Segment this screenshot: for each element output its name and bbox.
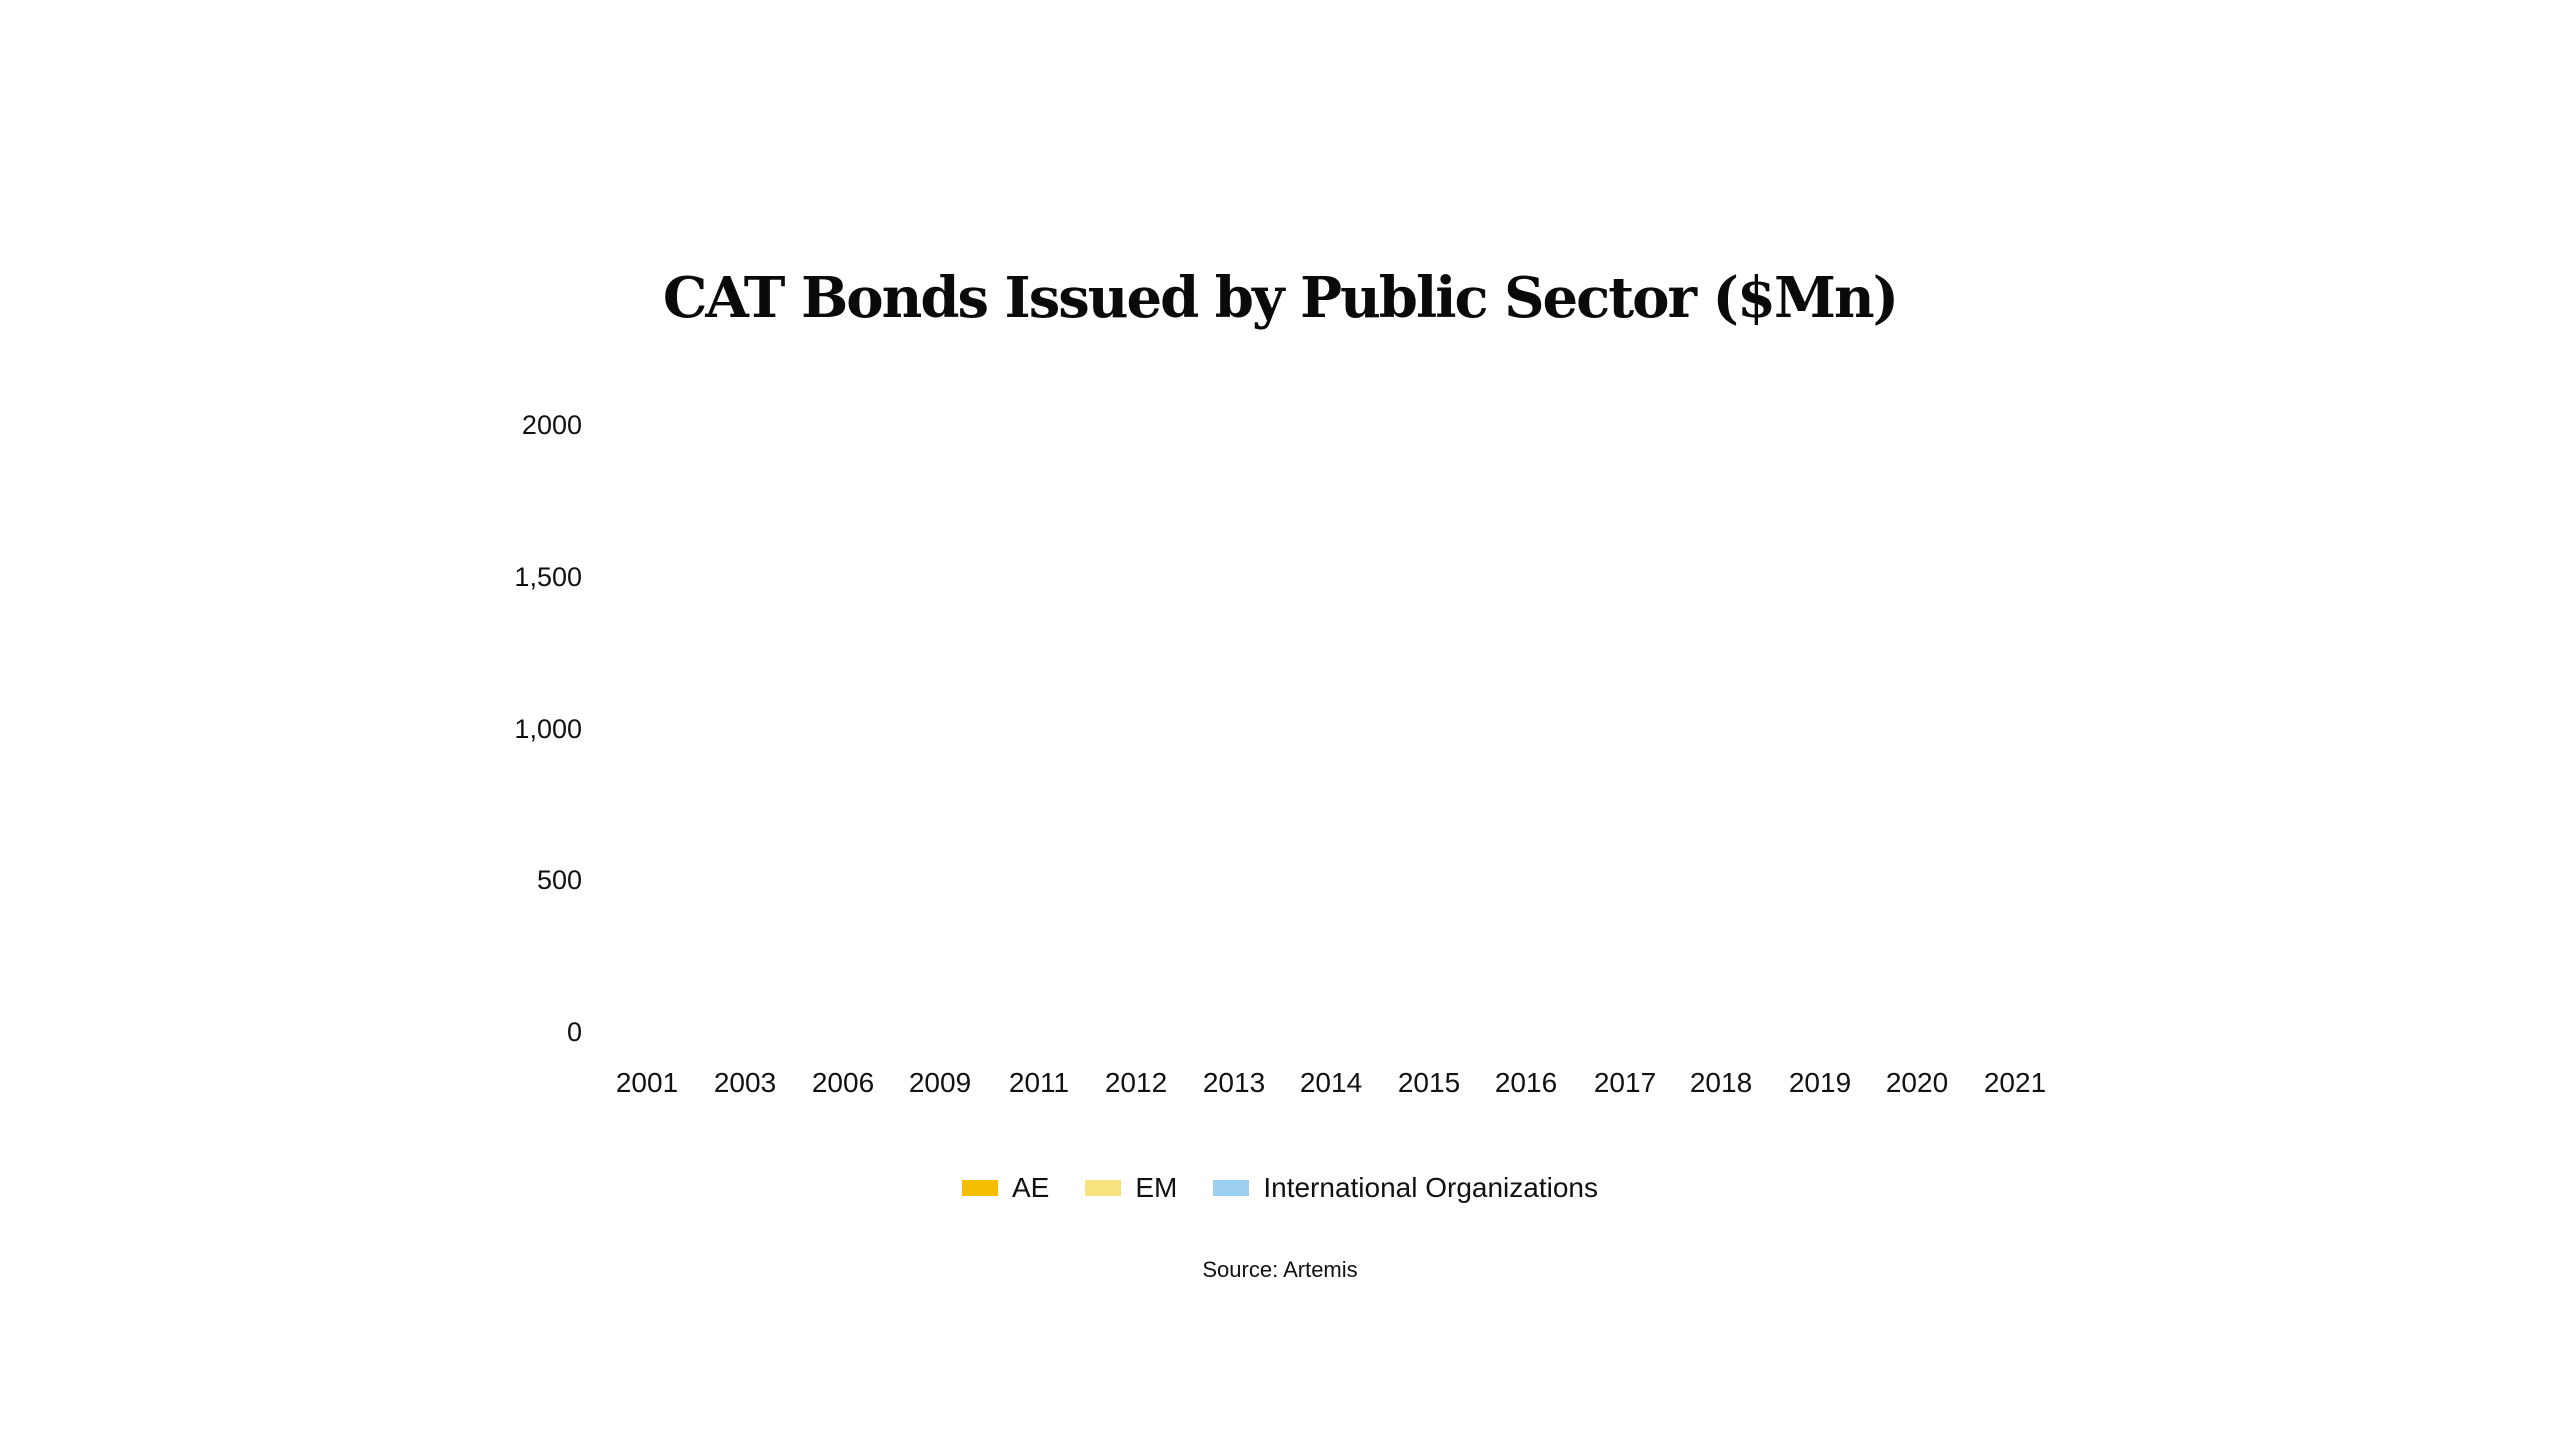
y-tick-label: 1,000 (514, 713, 582, 744)
x-tick-label: 2003 (713, 1067, 777, 1098)
x-tick-label: 2011 (1008, 1067, 1070, 1098)
x-tick-label: 2018 (1689, 1067, 1753, 1098)
y-tick-label: 500 (536, 865, 582, 896)
y-tick-label: 0 (566, 1017, 582, 1047)
legend-item[interactable]: AE (961, 1172, 1050, 1204)
x-tick-label: 2012 (1104, 1067, 1168, 1098)
legend: AE EM International Organizations (0, 1168, 2560, 1208)
legend-swatch-icon (961, 1180, 998, 1196)
legend-label: AE (1011, 1172, 1050, 1203)
chart-title: CAT Bonds Issued by Public Sector ($Mn) (662, 265, 1899, 331)
x-tick-label: 2021 (1983, 1067, 2047, 1098)
plot-area (600, 425, 2070, 1032)
legend-item[interactable]: International Organizations (1213, 1172, 1598, 1204)
x-tick-label: 2017 (1593, 1067, 1657, 1098)
x-tick-label: 2015 (1397, 1067, 1461, 1098)
legend-label: EM (1135, 1172, 1178, 1203)
y-tick-label: 1,500 (514, 561, 582, 592)
x-tick-label: 2019 (1788, 1067, 1852, 1098)
legend-swatch-icon (1213, 1180, 1250, 1196)
source-note: Source: Artemis (1202, 1257, 1358, 1282)
x-tick-label: 2016 (1494, 1067, 1558, 1098)
x-tick-label: 2020 (1885, 1067, 1949, 1098)
x-tick-label: 2009 (908, 1067, 972, 1098)
legend-label: International Organizations (1263, 1172, 1598, 1203)
x-tick-label: 2001 (615, 1067, 679, 1098)
x-tick-label: 2013 (1202, 1067, 1266, 1098)
x-tick-label: 2014 (1299, 1067, 1363, 1098)
y-tick-label: 2000 (521, 410, 582, 440)
legend-item[interactable]: EM (1085, 1172, 1177, 1204)
x-tick-label: 2006 (811, 1067, 875, 1098)
legend-swatch-icon (1085, 1180, 1122, 1196)
